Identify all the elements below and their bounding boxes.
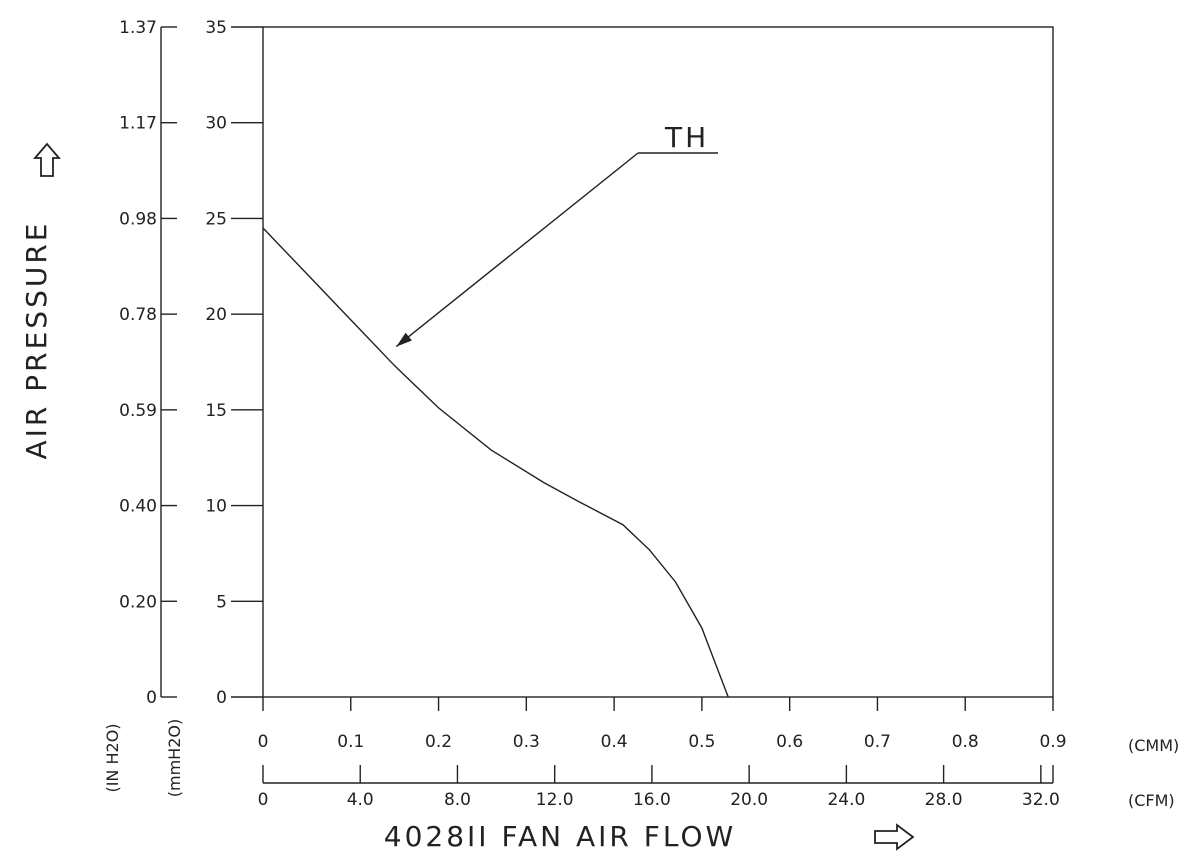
y-tick-label: 30 — [205, 114, 227, 134]
x-tick-label: 0.9 — [1039, 732, 1066, 752]
annotation-label-th: TH — [664, 121, 709, 154]
x2-tick-label: 4.0 — [347, 790, 374, 810]
x2-tick-label: 20.0 — [730, 790, 768, 810]
y-tick-label: 10 — [205, 497, 227, 517]
y2-tick-label: 0.20 — [119, 592, 157, 612]
x-axis-title: 4028II FAN AIR FLOW — [384, 820, 736, 853]
x-tick-label: 0.6 — [776, 732, 803, 752]
y2-tick-label: 1.37 — [119, 18, 157, 38]
y-axis-arrow-icon — [33, 142, 61, 177]
x-unit-cmm: (CMM) — [1128, 736, 1179, 755]
y-axis-title: AIR PRESSURE — [20, 221, 53, 460]
x-tick-label: 0.7 — [864, 732, 891, 752]
plot-frame — [262, 26, 1054, 698]
y2-tick-label: 0.98 — [119, 209, 157, 229]
x-axis-arrow-icon — [874, 823, 915, 851]
y-unit-mmh2o: (mmH2O) — [165, 719, 184, 797]
y-tick-label: 20 — [205, 305, 227, 325]
x2-tick-label: 28.0 — [925, 790, 963, 810]
y2-tick-label: 0.40 — [119, 497, 157, 517]
y-tick-label: 25 — [205, 209, 227, 229]
y2-tick-label: 1.17 — [119, 114, 157, 134]
annotation-arrowhead — [396, 332, 412, 347]
y-tick-label: 35 — [205, 18, 227, 38]
x-tick-label: 0.5 — [688, 732, 715, 752]
y2-tick-label: 0.59 — [119, 401, 157, 421]
x-tick-label: 0.8 — [952, 732, 979, 752]
x2-tick-label: 16.0 — [633, 790, 671, 810]
x2-tick-label: 8.0 — [444, 790, 471, 810]
annotation-leader — [395, 152, 639, 348]
series-line-th — [262, 227, 729, 698]
x2-tick-label: 24.0 — [827, 790, 865, 810]
y2-tick-label: 0.78 — [119, 305, 157, 325]
x2-tick-label: 0 — [258, 790, 269, 810]
x-tick-label: 0 — [258, 732, 269, 752]
x2-tick-label: 12.0 — [536, 790, 574, 810]
x-tick-label: 0.4 — [601, 732, 628, 752]
y-tick-label: 15 — [205, 401, 227, 421]
x2-tick-label: 32.0 — [1022, 790, 1060, 810]
x-tick-label: 0.2 — [425, 732, 452, 752]
y-unit-inh2o: (IN H2O) — [103, 723, 122, 792]
x-unit-cfm: (CFM) — [1128, 791, 1175, 810]
x-tick-label: 0.3 — [513, 732, 540, 752]
x-tick-label: 0.1 — [337, 732, 364, 752]
y2-tick-label: 0 — [146, 688, 157, 708]
y-tick-label: 0 — [216, 688, 227, 708]
y-tick-label: 5 — [216, 592, 227, 612]
